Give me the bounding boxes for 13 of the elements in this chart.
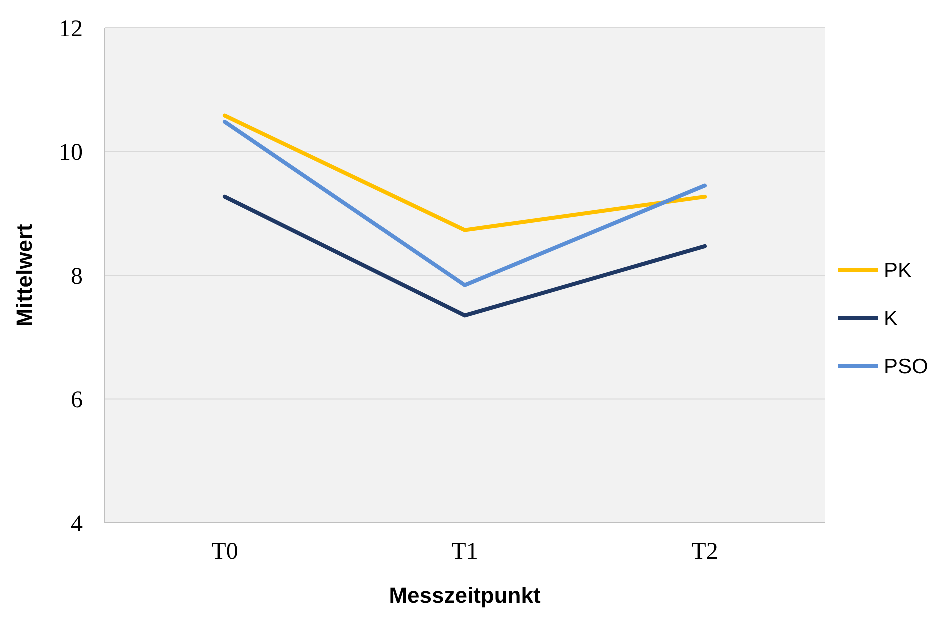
x-tick-label: T2: [692, 539, 718, 565]
y-tick-label: 4: [71, 511, 83, 538]
y-axis-title: Mittelwert: [12, 223, 37, 327]
y-tick-label: 8: [71, 264, 83, 290]
x-tick-label: T1: [452, 539, 478, 565]
legend-label: PSO: [884, 355, 928, 378]
y-tick-label: 6: [71, 388, 83, 414]
y-tick-label: 12: [59, 16, 83, 42]
x-axis-title: Messzeitpunkt: [389, 583, 542, 608]
x-tick-label: T0: [212, 539, 238, 565]
legend-label: PK: [884, 259, 912, 282]
y-tick-label: 10: [59, 140, 83, 166]
legend-label: K: [884, 307, 898, 330]
